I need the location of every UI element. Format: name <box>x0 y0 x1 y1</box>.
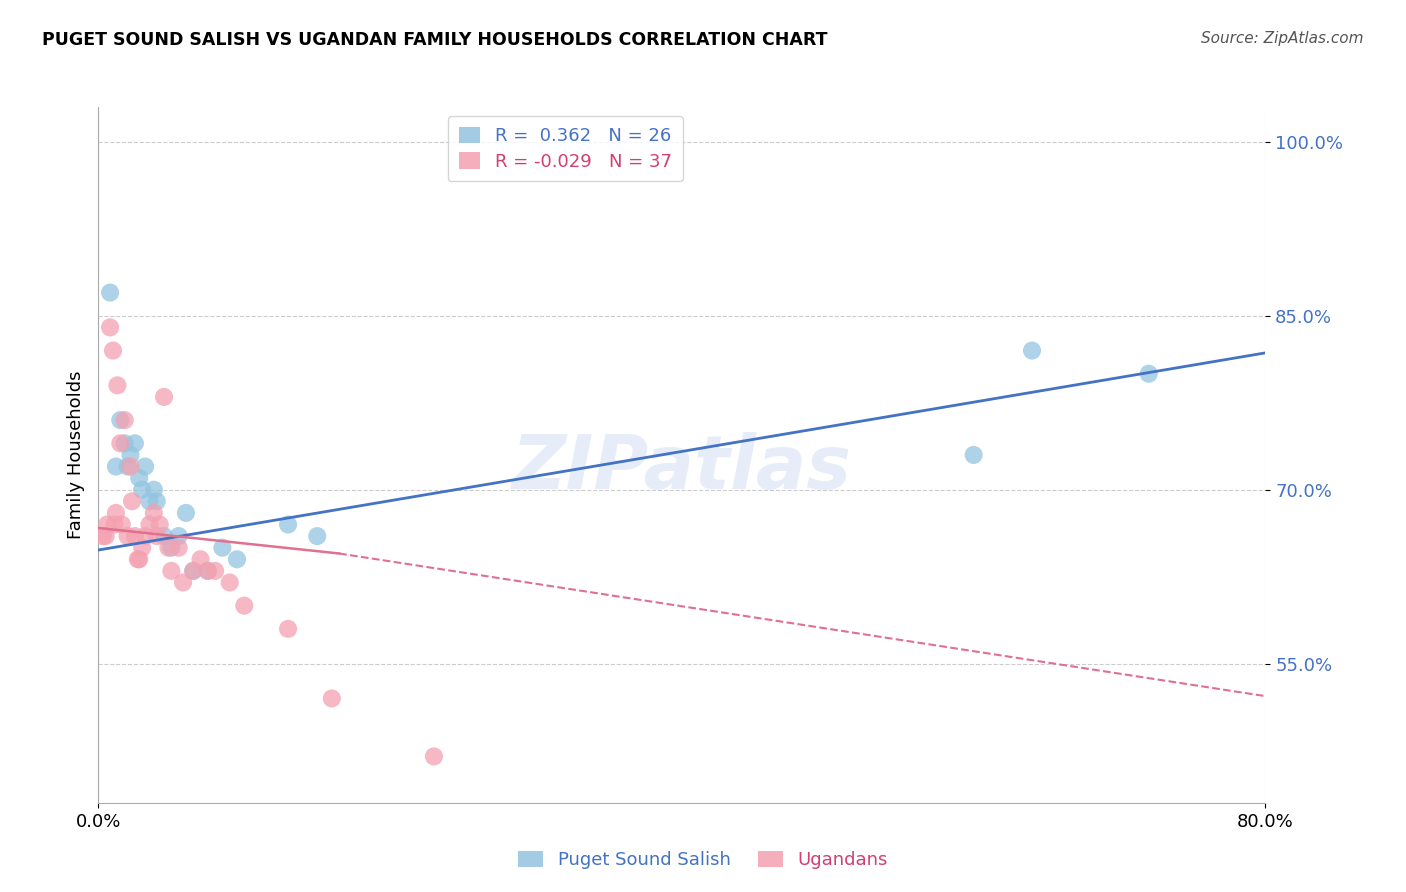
Point <box>174 506 197 520</box>
Point <box>218 575 240 590</box>
Point <box>105 378 128 392</box>
Point <box>128 471 150 485</box>
Point <box>128 552 150 566</box>
Point <box>172 575 194 590</box>
Y-axis label: Family Households: Family Households <box>66 371 84 539</box>
Point <box>120 448 142 462</box>
Point <box>190 552 212 566</box>
Point <box>138 494 160 508</box>
Point <box>103 517 125 532</box>
Point <box>233 599 256 613</box>
Point <box>110 436 132 450</box>
Point <box>211 541 233 555</box>
Point <box>124 529 146 543</box>
Point <box>153 390 176 404</box>
Point <box>149 517 172 532</box>
Point <box>197 564 219 578</box>
Legend: Puget Sound Salish, Ugandans: Puget Sound Salish, Ugandans <box>509 842 897 879</box>
Point <box>962 448 984 462</box>
Point <box>117 459 139 474</box>
Point <box>131 541 153 555</box>
Point <box>226 552 249 566</box>
Point <box>204 564 226 578</box>
Point <box>1021 343 1043 358</box>
Point <box>114 413 136 427</box>
Point <box>321 691 343 706</box>
Point <box>197 564 219 578</box>
Legend: R =  0.362   N = 26, R = -0.029   N = 37: R = 0.362 N = 26, R = -0.029 N = 37 <box>449 116 682 181</box>
Text: PUGET SOUND SALISH VS UGANDAN FAMILY HOUSEHOLDS CORRELATION CHART: PUGET SOUND SALISH VS UGANDAN FAMILY HOU… <box>42 31 828 49</box>
Point <box>423 749 446 764</box>
Point <box>167 529 190 543</box>
Point <box>142 506 165 520</box>
Point <box>307 529 329 543</box>
Point <box>101 343 124 358</box>
Point <box>142 483 165 497</box>
Point <box>91 529 114 543</box>
Point <box>124 436 146 450</box>
Point <box>98 320 121 334</box>
Point <box>146 529 169 543</box>
Point <box>104 459 127 474</box>
Point <box>181 564 204 578</box>
Point <box>277 517 299 532</box>
Point <box>160 541 183 555</box>
Point <box>1137 367 1160 381</box>
Point <box>114 436 136 450</box>
Point <box>120 459 142 474</box>
Point <box>138 517 160 532</box>
Point <box>111 517 134 532</box>
Point <box>181 564 204 578</box>
Point <box>157 541 180 555</box>
Point <box>160 564 183 578</box>
Point <box>134 459 156 474</box>
Point <box>117 529 139 543</box>
Point <box>153 529 176 543</box>
Text: Source: ZipAtlas.com: Source: ZipAtlas.com <box>1201 31 1364 46</box>
Point <box>134 529 156 543</box>
Point <box>98 285 121 300</box>
Point <box>277 622 299 636</box>
Point <box>167 541 190 555</box>
Point <box>127 552 149 566</box>
Point <box>94 529 117 543</box>
Text: ZIPatlas: ZIPatlas <box>512 433 852 506</box>
Point <box>146 494 169 508</box>
Point <box>131 483 153 497</box>
Point <box>96 517 118 532</box>
Point <box>104 506 127 520</box>
Point <box>121 494 143 508</box>
Point <box>110 413 132 427</box>
